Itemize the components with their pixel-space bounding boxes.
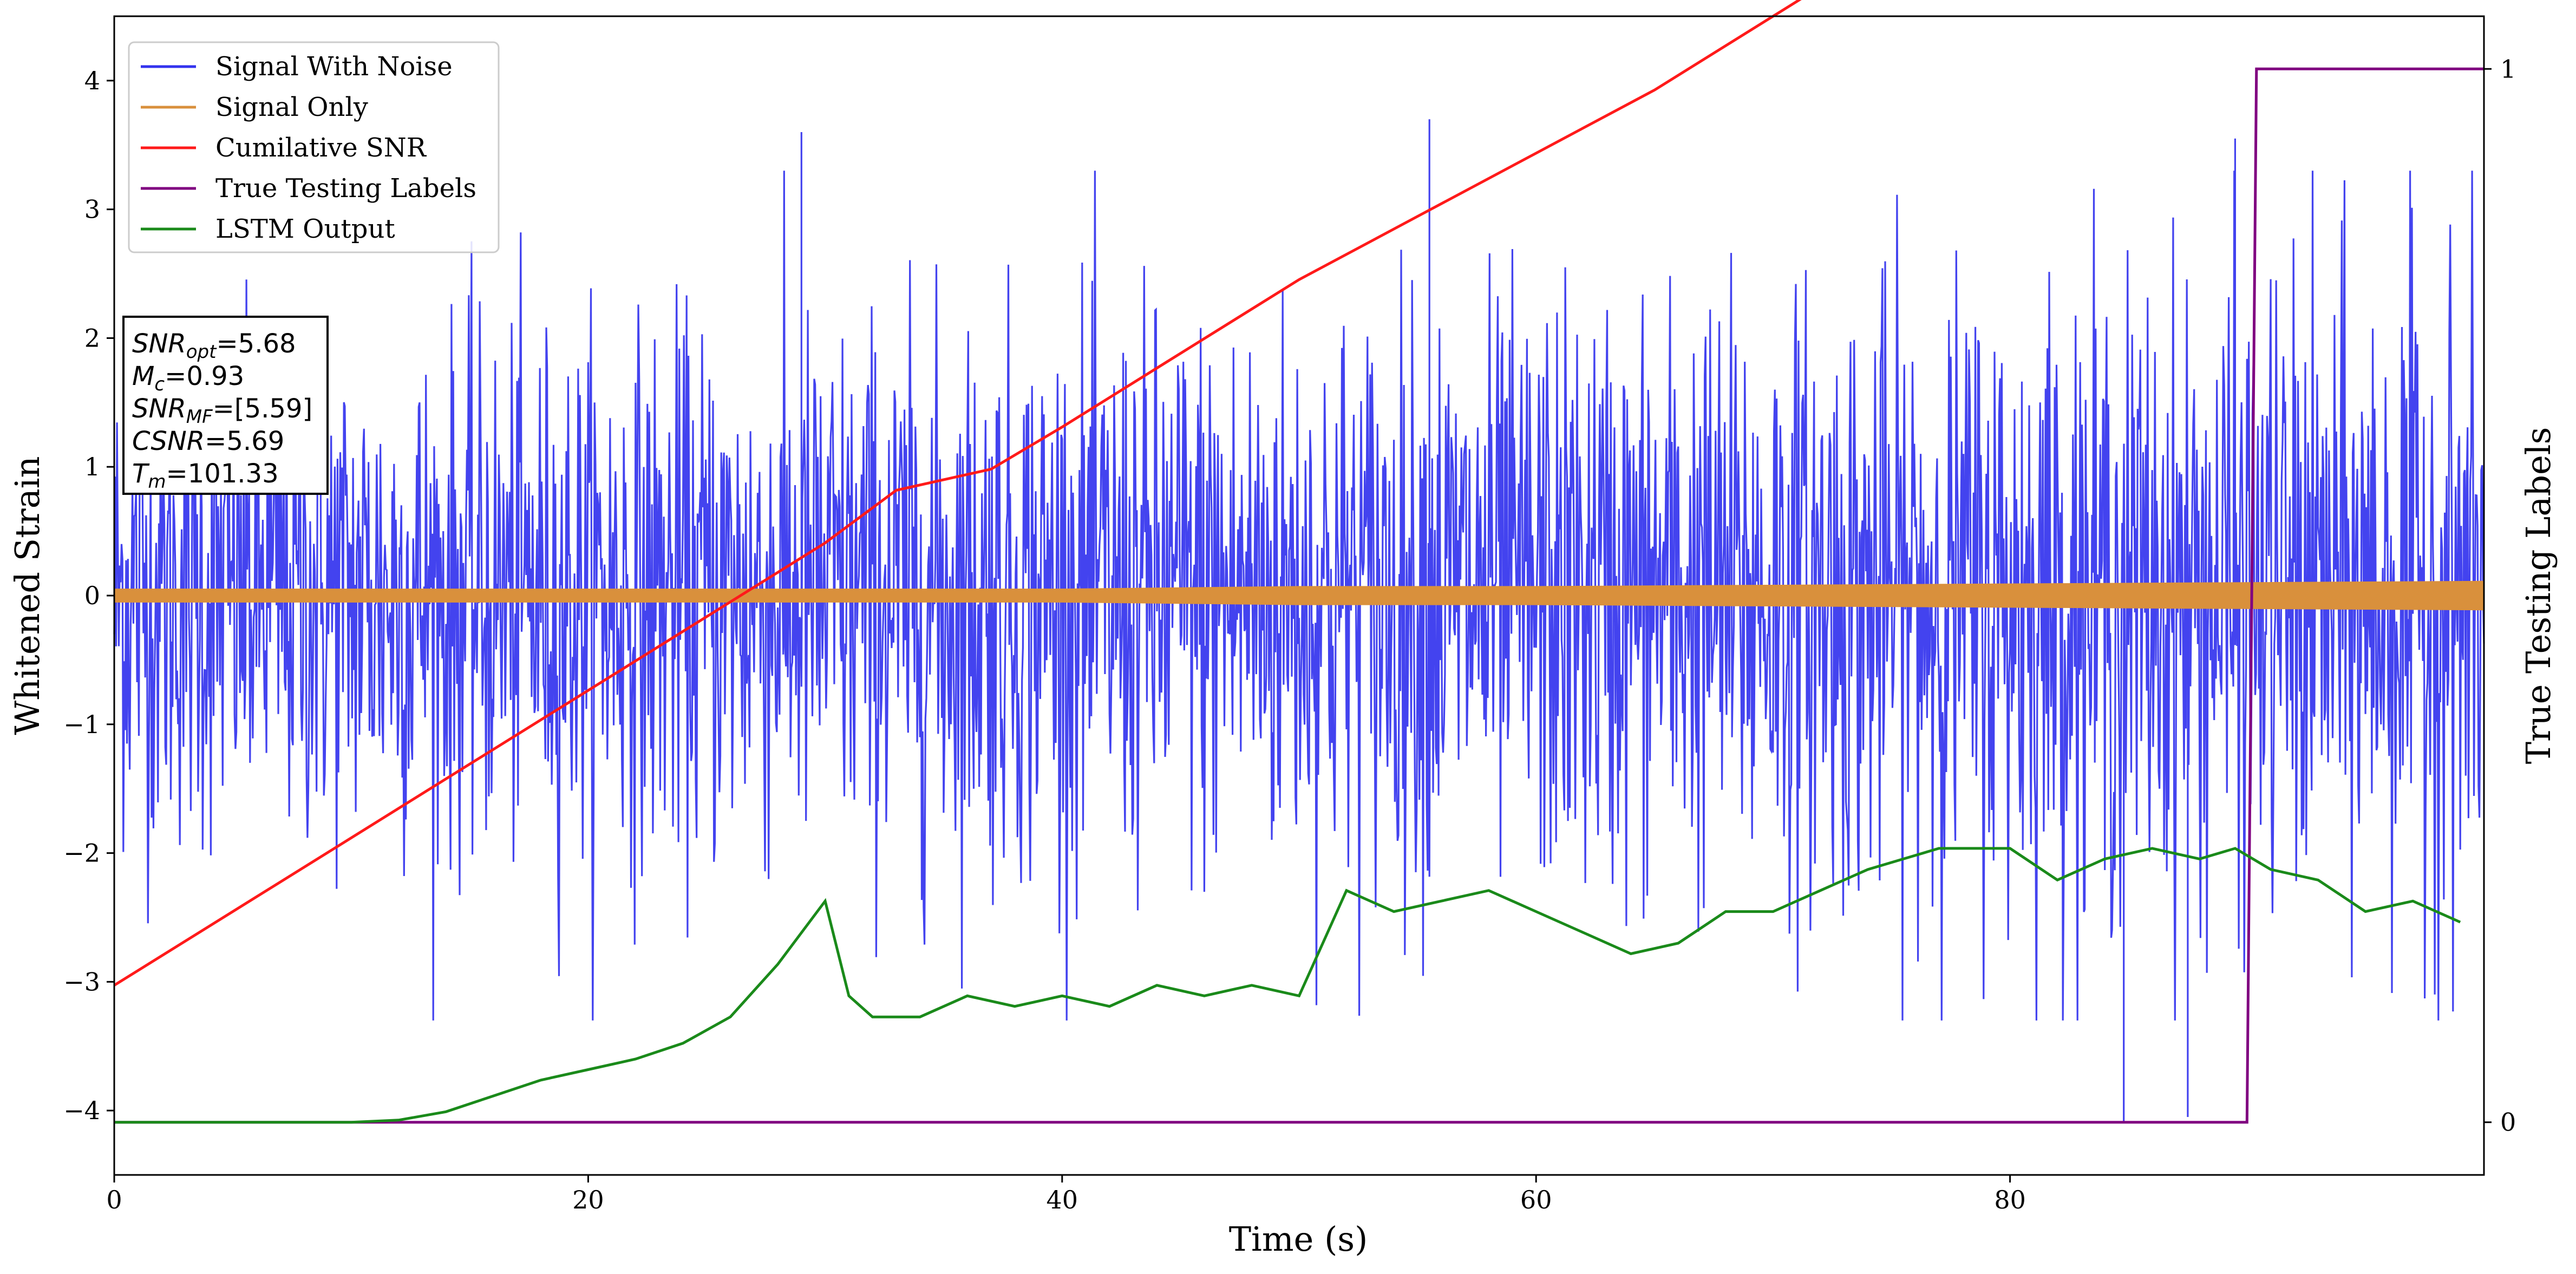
x-tick-label: 80 — [1994, 1185, 2026, 1214]
y-tick-label: 1 — [84, 452, 100, 481]
y-tick-label: 2 — [84, 323, 100, 352]
info-line: Mc=0.93 — [132, 361, 244, 395]
y2-axis-label: True Testing Labels — [2519, 427, 2558, 765]
info-line: SNRMF=[5.59] — [132, 394, 312, 428]
info-line: CSNR=5.69 — [132, 426, 284, 456]
y2-axis: 01 — [2484, 54, 2516, 1137]
legend-entry: LSTM Output — [215, 214, 395, 244]
y-tick-label: −4 — [63, 1096, 100, 1125]
y-axis: −4 −3 −2 −1 0 1 2 3 4 — [63, 66, 114, 1125]
series-group — [113, 0, 2485, 1124]
x-tick-label: 0 — [106, 1185, 122, 1214]
y-tick-label: −2 — [63, 839, 100, 868]
y2-tick-label: 0 — [2500, 1108, 2516, 1137]
series-signal-with-noise — [113, 119, 2485, 1123]
x-tick-label: 60 — [1520, 1185, 1552, 1214]
y-tick-label: 3 — [84, 195, 100, 224]
x-axis: 0 20 40 60 80 — [106, 1175, 2026, 1214]
legend-entry: Cumilative SNR — [215, 133, 427, 163]
info-line: SNRopt=5.68 — [132, 329, 296, 363]
series-true-testing-labels — [114, 67, 2484, 1124]
series-signal-only — [114, 580, 2485, 611]
y-tick-label: 0 — [84, 581, 100, 610]
legend-entry: Signal Only — [215, 92, 368, 122]
info-box: SNRopt=5.68Mc=0.93SNRMF=[5.59]CSNR=5.69T… — [122, 316, 329, 495]
y-axis-label: Whitened Strain — [8, 456, 47, 735]
legend-entry: Signal With Noise — [215, 51, 453, 82]
series-cumulative-snr — [113, 0, 1802, 986]
legend-frame — [128, 41, 500, 253]
x-tick-label: 20 — [572, 1185, 604, 1214]
legend: Signal With Noise Signal Only Cumilative S… — [128, 41, 500, 253]
info-line: Tm=101.33 — [132, 459, 279, 493]
info-box-frame — [122, 316, 329, 495]
y-tick-label: −3 — [63, 967, 100, 996]
x-tick-label: 40 — [1047, 1185, 1078, 1214]
y-tick-label: 4 — [84, 66, 100, 95]
legend-entry: True Testing Labels — [215, 173, 476, 204]
series-lstm-output — [114, 847, 2461, 1124]
x-axis-label: Time (s) — [1229, 1219, 1368, 1259]
y2-tick-label: 1 — [2500, 54, 2516, 83]
y-tick-label: −1 — [63, 710, 100, 739]
